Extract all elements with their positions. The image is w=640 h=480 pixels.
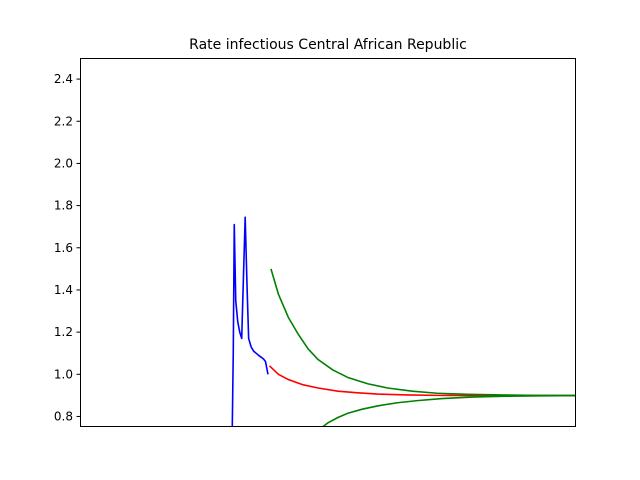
series-layer (231, 216, 576, 427)
y-tick-label: 1.2 (54, 325, 73, 339)
series-line-2 (268, 365, 576, 397)
y-tick-label: 2.2 (54, 114, 73, 128)
y-tick-label: 2.4 (54, 72, 73, 86)
y-tick-label: 2.0 (54, 156, 73, 170)
y-tick-label: 0.8 (54, 409, 73, 423)
y-tick-label: 1.4 (54, 283, 73, 297)
y-tick-label: 1.6 (54, 241, 73, 255)
y-tick-label: 1.0 (54, 367, 73, 381)
y-tick-label: 1.8 (54, 199, 73, 213)
series-line-1 (231, 216, 269, 427)
plot-area-frame (80, 58, 576, 427)
series-line-4 (322, 394, 576, 427)
series-line-3 (270, 268, 576, 397)
y-axis: 0.8 1.0 1.2 1.4 1.6 1.8 2.0 2.2 2.4 (54, 72, 80, 423)
chart-title: Rate infectious Central African Republic (189, 37, 467, 53)
